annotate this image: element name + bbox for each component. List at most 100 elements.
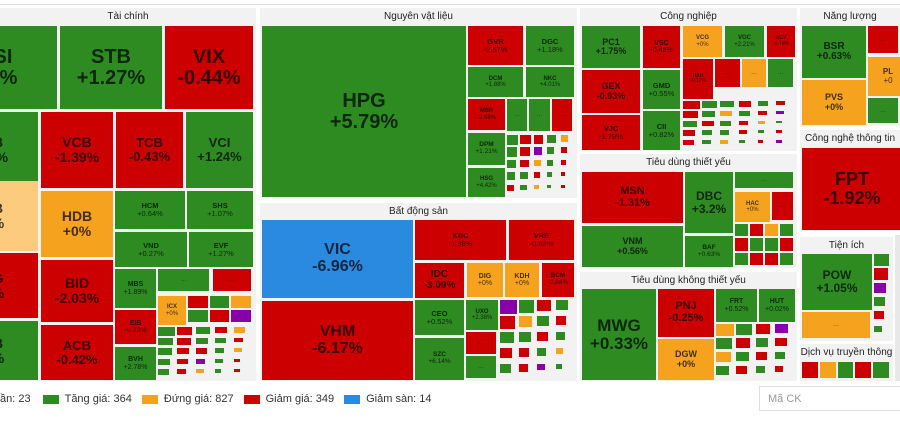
sector-title[interactable]: Tiêu dùng không thiết yếu xyxy=(631,275,746,286)
stock-tile[interactable] xyxy=(739,130,747,134)
stock-tile[interactable] xyxy=(735,238,748,251)
stock-tile-gvr[interactable]: GVR -2.57% xyxy=(468,26,523,65)
stock-tile-nkc[interactable]: NKC +4.01% xyxy=(526,67,574,97)
stock-tile[interactable] xyxy=(775,352,785,359)
stock-tile[interactable] xyxy=(755,338,769,347)
stock-tile[interactable] xyxy=(735,352,749,361)
stock-tile[interactable] xyxy=(533,135,544,144)
stock-tile[interactable] xyxy=(188,310,208,322)
stock-tile[interactable] xyxy=(507,147,518,157)
stock-tile[interactable] xyxy=(547,147,555,155)
stock-tile-kbc[interactable]: KBC -1.98% xyxy=(415,220,506,260)
stock-tile[interactable]: ... xyxy=(868,26,898,53)
sector-title[interactable]: Tài chính xyxy=(107,11,149,22)
stock-tile[interactable]: ... xyxy=(868,98,898,123)
stock-tile[interactable]: ... xyxy=(741,59,767,87)
stock-tile[interactable] xyxy=(537,364,545,371)
stock-tile[interactable] xyxy=(757,101,769,106)
stock-tile-uxo[interactable]: UXO +2.38% xyxy=(466,300,498,330)
stock-tile-idc[interactable]: IDC -3.09% xyxy=(415,263,464,298)
stock-tile[interactable] xyxy=(196,348,207,354)
stock-tile-szc[interactable]: SZC +6.14% xyxy=(415,338,464,380)
stock-tile[interactable]: ... xyxy=(772,192,793,220)
stock-tile-acb[interactable]: ACB -0.42% xyxy=(41,325,113,380)
stock-tile[interactable] xyxy=(837,362,854,378)
stock-tile[interactable] xyxy=(520,184,527,191)
stock-tile[interactable]: ... xyxy=(507,99,528,131)
stock-tile[interactable] xyxy=(735,324,752,335)
stock-tile[interactable] xyxy=(735,252,748,265)
stock-tile[interactable]: ... xyxy=(466,356,496,378)
stock-tile[interactable] xyxy=(701,120,714,127)
stock-tile[interactable] xyxy=(755,324,771,334)
stock-tile-dpm[interactable]: DPM +1.21% xyxy=(468,133,505,165)
stock-tile[interactable] xyxy=(533,147,543,155)
stock-tile-vix[interactable]: VIX -0.44% xyxy=(165,26,253,109)
stock-tile-vnd[interactable]: VND +0.27% xyxy=(115,232,187,267)
stock-tile-pc1[interactable]: PC1 +1.75% xyxy=(582,26,640,68)
stock-tile[interactable]: ... xyxy=(768,59,793,87)
stock-tile[interactable] xyxy=(177,337,191,345)
sector-title[interactable]: Tiêu dùng thiết yếu xyxy=(646,157,731,168)
sector-title[interactable]: Công nghệ thông tin xyxy=(804,133,896,144)
stock-tile-vsc[interactable]: VSC -0.45% xyxy=(643,26,680,68)
stock-tile-hah[interactable]: HAH -0.17% xyxy=(683,59,713,99)
stock-tile-dgc[interactable]: DGC +1.18% xyxy=(526,26,574,65)
stock-tile[interactable] xyxy=(701,130,713,136)
stock-tile[interactable] xyxy=(196,358,206,364)
stock-tile[interactable] xyxy=(533,159,542,167)
stock-tile[interactable] xyxy=(518,364,528,372)
stock-tile[interactable] xyxy=(750,238,763,251)
stock-tile[interactable]: ... xyxy=(735,172,793,188)
stock-tile[interactable] xyxy=(560,147,567,154)
stock-tile[interactable] xyxy=(520,147,530,156)
stock-tile[interactable] xyxy=(716,338,733,349)
stock-tile-dig[interactable]: DIG +0% xyxy=(467,263,503,297)
stock-tile-b[interactable]: B6% xyxy=(0,112,38,188)
stock-tile[interactable] xyxy=(234,337,244,343)
stock-tile[interactable] xyxy=(720,110,733,117)
stock-tile-acv[interactable]: ACV -0.76% xyxy=(767,26,795,57)
stock-tile[interactable] xyxy=(873,362,889,378)
stock-tile-g[interactable]: G% xyxy=(0,253,38,318)
stock-tile-bid[interactable]: BID -2.03% xyxy=(41,260,113,322)
stock-tile[interactable] xyxy=(533,184,540,190)
stock-tile[interactable] xyxy=(196,369,204,374)
stock-tile-hut[interactable]: HUT +0.02% xyxy=(759,289,795,322)
stock-tile[interactable] xyxy=(701,110,716,118)
stock-tile[interactable] xyxy=(158,337,174,346)
stock-tile-vcb[interactable]: VCB -1.39% xyxy=(41,112,113,188)
stock-tile[interactable] xyxy=(775,338,787,346)
stock-tile-vic[interactable]: VIC -6.96% xyxy=(262,220,413,298)
stock-tile[interactable] xyxy=(537,332,548,341)
stock-tile[interactable] xyxy=(874,254,889,267)
stock-tile[interactable] xyxy=(720,120,731,126)
stock-tile-pl[interactable]: PL +0 xyxy=(868,57,900,96)
stock-tile[interactable] xyxy=(537,316,550,327)
stock-tile[interactable] xyxy=(177,358,188,365)
stock-tile[interactable] xyxy=(757,140,764,143)
stock-tile[interactable] xyxy=(776,110,784,115)
stock-tile-gex[interactable]: GEX -0.93% xyxy=(582,70,640,113)
stock-tile[interactable]: ... xyxy=(715,59,740,87)
stock-code-search-input[interactable] xyxy=(759,386,900,411)
stock-tile-vre[interactable]: VRE -0.53% xyxy=(509,220,574,260)
stock-tile[interactable] xyxy=(560,159,566,165)
stock-tile[interactable] xyxy=(177,327,193,335)
stock-tile-tcb[interactable]: TCB -0.43% xyxy=(116,112,183,188)
stock-tile[interactable] xyxy=(196,327,210,335)
stock-tile-mwg[interactable]: MWG +0.33% xyxy=(582,289,656,380)
stock-tile[interactable] xyxy=(757,110,767,116)
stock-tile[interactable] xyxy=(231,310,251,322)
stock-tile[interactable] xyxy=(776,130,783,134)
stock-tile[interactable] xyxy=(780,252,793,265)
stock-tile-cii[interactable]: CII +0.82% xyxy=(643,111,680,150)
stock-tile-dcm[interactable]: DCM +1.88% xyxy=(468,67,523,97)
stock-tile[interactable] xyxy=(196,337,209,344)
stock-tile[interactable] xyxy=(234,358,241,362)
stock-tile[interactable] xyxy=(739,110,750,116)
stock-tile[interactable] xyxy=(775,366,784,372)
stock-tile[interactable] xyxy=(518,316,533,328)
stock-tile-vnm[interactable]: VNM +0.56% xyxy=(582,226,683,267)
stock-tile[interactable] xyxy=(755,352,767,360)
